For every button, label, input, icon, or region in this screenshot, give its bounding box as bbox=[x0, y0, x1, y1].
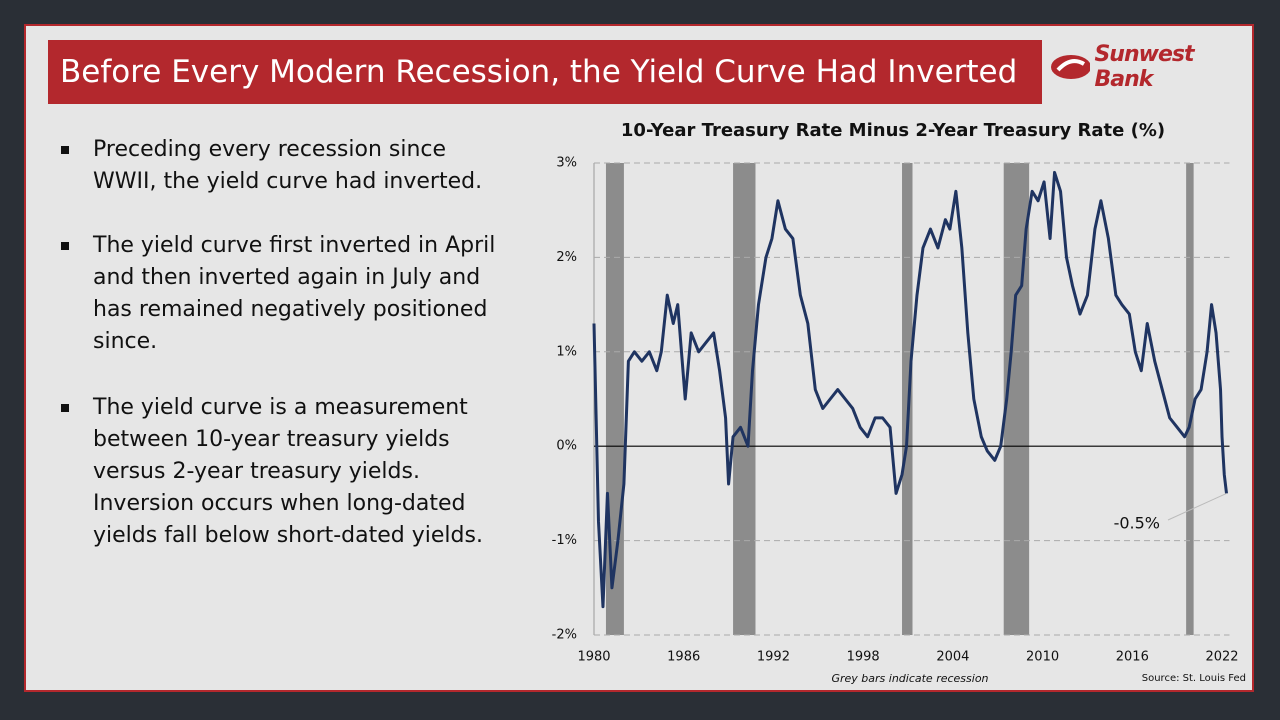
logo-icon bbox=[1051, 55, 1091, 79]
x-tick-label: 1980 bbox=[577, 650, 610, 665]
line bbox=[592, 170, 1228, 609]
x-tick-label: 2010 bbox=[1026, 650, 1059, 665]
recession-bar bbox=[902, 163, 913, 635]
x-tick-label: 1992 bbox=[757, 650, 790, 665]
x-tick-label: 1998 bbox=[847, 650, 880, 665]
slide: Before Every Modern Recession, the Yield… bbox=[24, 24, 1254, 692]
bullet: The yield curve first inverted in April … bbox=[61, 230, 503, 358]
source: Source: St. Louis Fed bbox=[1142, 673, 1246, 684]
x-tick-label: 2016 bbox=[1116, 650, 1149, 665]
recession-bar bbox=[733, 163, 756, 635]
y-tick-label: 2% bbox=[556, 250, 577, 265]
y-tick-label: -1% bbox=[552, 533, 577, 548]
y-tick-label: 3% bbox=[556, 156, 577, 171]
y-tick-label: 0% bbox=[556, 439, 577, 454]
recession-bar bbox=[1186, 163, 1194, 635]
chart-title: 10-Year Treasury Rate Minus 2-Year Treas… bbox=[621, 120, 1165, 141]
annotation-leader bbox=[1167, 492, 1227, 521]
footnote: Grey bars indicate recession bbox=[831, 672, 988, 685]
bullet: Preceding every recession since WWII, th… bbox=[61, 134, 503, 198]
x-tick-label: 1986 bbox=[667, 650, 700, 665]
logo-text: Sunwest Bank bbox=[1094, 42, 1194, 92]
y-tick-label: -2% bbox=[552, 628, 577, 643]
x-tick-label: 2004 bbox=[936, 650, 969, 665]
y-tick-label: 1% bbox=[556, 344, 577, 359]
bullet: The yield curve is a measurement between… bbox=[61, 392, 503, 552]
x-tick-label: 2022 bbox=[1205, 650, 1238, 665]
slide-title: Before Every Modern Recession, the Yield… bbox=[48, 40, 1042, 104]
annotation-label: -0.5% bbox=[1114, 514, 1160, 533]
logo: Sunwest Bank bbox=[1050, 42, 1252, 92]
